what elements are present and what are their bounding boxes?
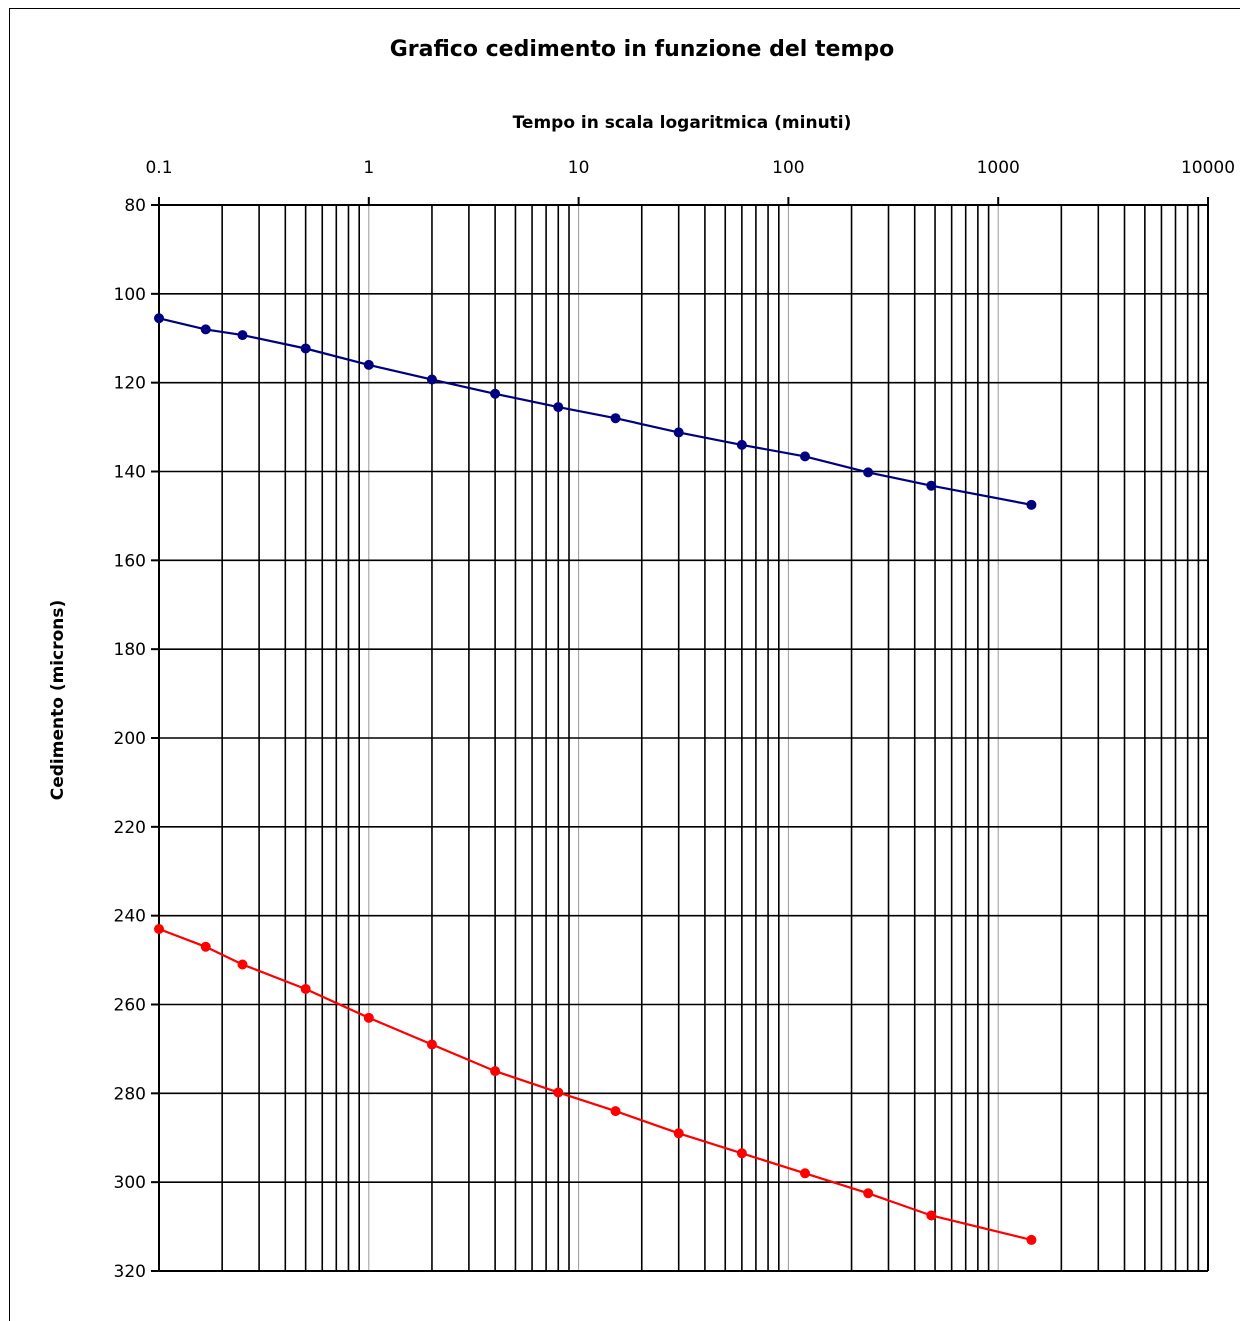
series-2-point [610,1106,621,1117]
series-2-point [863,1188,874,1199]
series-1-point [154,313,164,324]
series-2-point [490,1066,501,1077]
y-tick-label: 180 [114,640,146,660]
series-2-point [426,1039,437,1050]
series-1-line [158,317,1032,506]
series-1-point [553,402,564,413]
y-tick-label: 100 [114,285,146,305]
y-tick-label: 240 [114,907,146,927]
series-2-point [363,1012,374,1023]
series-1-point [863,467,874,478]
series-2-point [926,1210,937,1221]
y-tick-label: 160 [114,551,146,571]
grid [159,205,1208,1271]
series-2-point [154,923,164,934]
y-tick-label: 220 [114,818,146,838]
y-axis-label: Cedimento (microns) [48,600,68,801]
y-tick-label: 80 [124,196,146,216]
series-1-point [1026,499,1037,510]
series-2-point [800,1168,811,1179]
chart-frame [9,8,1240,1321]
series-1-point [610,413,621,424]
series-1-point [926,480,937,491]
series-2-point [1026,1234,1037,1245]
x-tick-label: 10000 [1181,158,1235,178]
series-2-point [237,959,248,970]
x-axis-label: Tempo in scala logaritmica (minuti) [513,113,852,133]
series-1-point [237,330,248,341]
series-2-point [553,1087,564,1098]
axes: 0.1 1 10 100 1000 10000 80 100 120 140 160 180 200 22… [114,158,1236,1282]
y-tick-label: 260 [114,996,146,1016]
series-1-point [490,388,501,399]
y-tick-label: 140 [114,463,146,483]
series-1-point [800,451,811,462]
series-1-point [200,324,211,335]
series-2-point [673,1128,684,1139]
y-tick-label: 120 [114,374,146,394]
x-tick-label: 1000 [977,158,1020,178]
series-2-point [200,941,211,952]
y-tick-label: 320 [114,1262,146,1282]
x-tick-label: 0.1 [145,158,172,178]
x-tick-label: 100 [772,158,804,178]
chart-title: Grafico cedimento in funzione del tempo [390,37,894,62]
y-tick-label: 200 [114,729,146,749]
y-tick-label: 300 [114,1173,146,1193]
y-tick-label: 280 [114,1084,146,1104]
series-2-line [158,927,1032,1241]
x-tick-label: 1 [363,158,374,178]
series [154,313,1037,1245]
series-2-point [300,983,311,994]
series-1-point [673,427,684,438]
x-tick-label: 10 [568,158,590,178]
series-1-point [736,439,747,450]
series-1-point [363,359,374,370]
series-1-point [300,343,311,354]
series-2-point [736,1148,747,1159]
series-1-point [426,374,437,385]
